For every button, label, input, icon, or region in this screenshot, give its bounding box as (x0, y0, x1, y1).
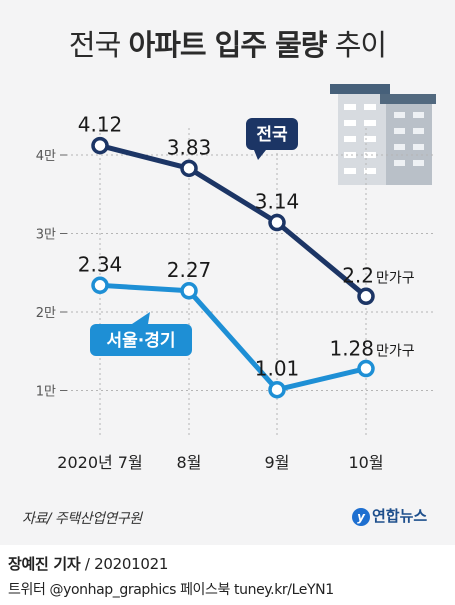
data-label: 3.14 (255, 190, 300, 214)
series-name: 전국 (256, 125, 288, 145)
apartment-building-icon (330, 84, 436, 185)
social-line: 트위터 @yonhap_graphics 페이스북 tuney.kr/LeYN1 (8, 582, 334, 598)
title-tail: 추이 (334, 28, 387, 62)
source-note: 자료/ 주택산업연구원 (22, 511, 142, 527)
data-label: 3.83 (167, 135, 212, 159)
byline-name: 장예진 기자 (8, 555, 81, 573)
xtick-label: 10월 (348, 453, 383, 472)
data-point (180, 282, 198, 300)
data-point (357, 359, 375, 378)
yonhap-logo-icon: y (352, 507, 370, 526)
title-bold: 아파트 입주 물량 (128, 28, 328, 62)
data-label: 4.12 (78, 113, 123, 137)
data-label: 1.01 (255, 357, 300, 381)
series-name: 서울·경기 (106, 331, 175, 351)
unit-label: 만가구 (376, 344, 415, 360)
ytick-label: 2만 (36, 306, 56, 321)
xtick-label: 2020년 7월 (57, 453, 142, 472)
ytick-label: 3만 (36, 228, 56, 243)
data-point (357, 287, 375, 306)
title-light: 전국 (68, 28, 121, 62)
ytick-label: 1만 (36, 385, 56, 400)
data-label: 1.28 (329, 337, 374, 361)
data-point (180, 159, 198, 178)
series-0: 4.12 3.83 3.14 2.2 만가구 전국 (78, 113, 415, 306)
yonhap-logo: y 연합뉴스 (352, 505, 427, 526)
byline: 장예진 기자 / 20201021 (8, 553, 168, 574)
chart-title: 전국 아파트 입주 물량 추이 (0, 22, 455, 64)
xtick-label: 8월 (177, 453, 202, 472)
series-line (99, 282, 367, 393)
data-label: 2.34 (78, 252, 123, 276)
series-badge: 서울·경기 (90, 312, 192, 356)
series-line (99, 143, 368, 299)
byline-date: / 20201021 (80, 555, 169, 573)
data-point (91, 136, 109, 155)
xtick-label: 9월 (265, 453, 290, 472)
line-chart: 4만 3만 2만 1만 2020년 7월 8월 9월 10월 4.12 3.83 3.14 2.2… (36, 84, 436, 472)
data-label: 2.2 (342, 263, 374, 287)
data-label: 2.27 (167, 258, 212, 282)
data-point (268, 213, 286, 232)
ytick-label: 4만 (36, 149, 56, 164)
chart-area: 전국 아파트 입주 물량 추이 4만 3만 2만 1만 (0, 0, 455, 545)
unit-label: 만가구 (376, 270, 415, 286)
logo-text: 연합뉴스 (372, 507, 428, 525)
series-badge: 전국 (246, 118, 298, 160)
data-point (268, 380, 286, 399)
data-point (91, 276, 109, 295)
